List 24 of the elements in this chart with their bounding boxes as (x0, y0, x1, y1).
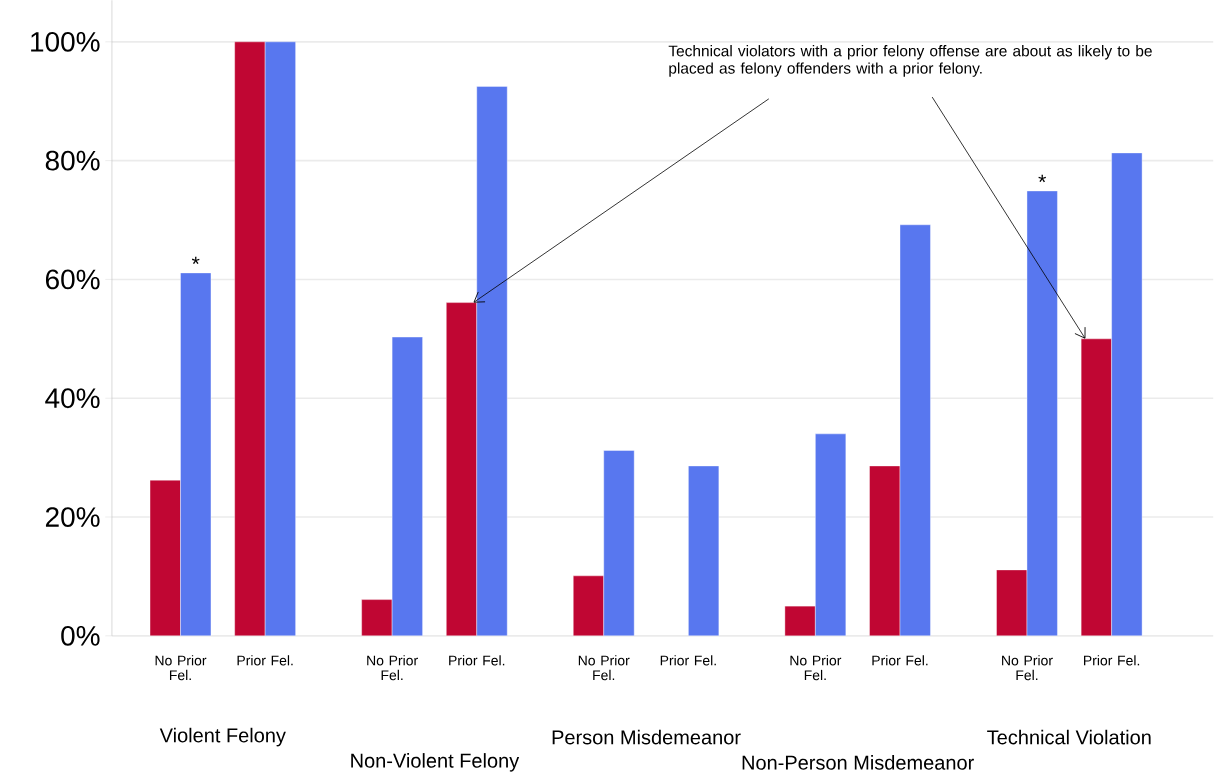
text: Violent Felony (159, 727, 286, 747)
x-tick-label: No Prior Fel. (155, 655, 207, 681)
y-tick-label: 100% (31, 32, 100, 52)
text: Technical Violation (987, 729, 1151, 745)
x-tick-label: Prior Fel. (872, 655, 928, 666)
y-tick-label: 20% (45, 507, 100, 528)
x-tick-label: Prior Fel. (660, 655, 716, 666)
x-tick-label: Prior Fel. (237, 655, 293, 666)
y-tick-label: 60% (45, 269, 100, 290)
y-tick-label: 0% (61, 626, 100, 646)
x-tick-label: Prior Fel. (449, 655, 505, 666)
data-label: * (191, 256, 200, 265)
text: Non-Violent Felony (351, 753, 520, 772)
data-label: * (1038, 174, 1047, 183)
y-tick-label: 40% (45, 388, 100, 409)
y-tick-label: 80% (45, 150, 100, 171)
x-tick-label: No Prior Fel. (578, 655, 630, 681)
x-tick-label: Prior Fel. (1084, 655, 1140, 666)
text: Person Misdemeanor (552, 729, 741, 745)
annotation: Technical violators with a prior felony offense are about as likely to be placed as felony offenders with a prior felony. (668, 45, 1152, 77)
x-tick-label: No Prior Fel. (790, 655, 842, 681)
x-tick-label: No Prior Fel. (367, 655, 418, 681)
x-tick-label: No Prior Fel. (1002, 655, 1053, 681)
text: Non-Person Misdemeanor (742, 755, 974, 770)
